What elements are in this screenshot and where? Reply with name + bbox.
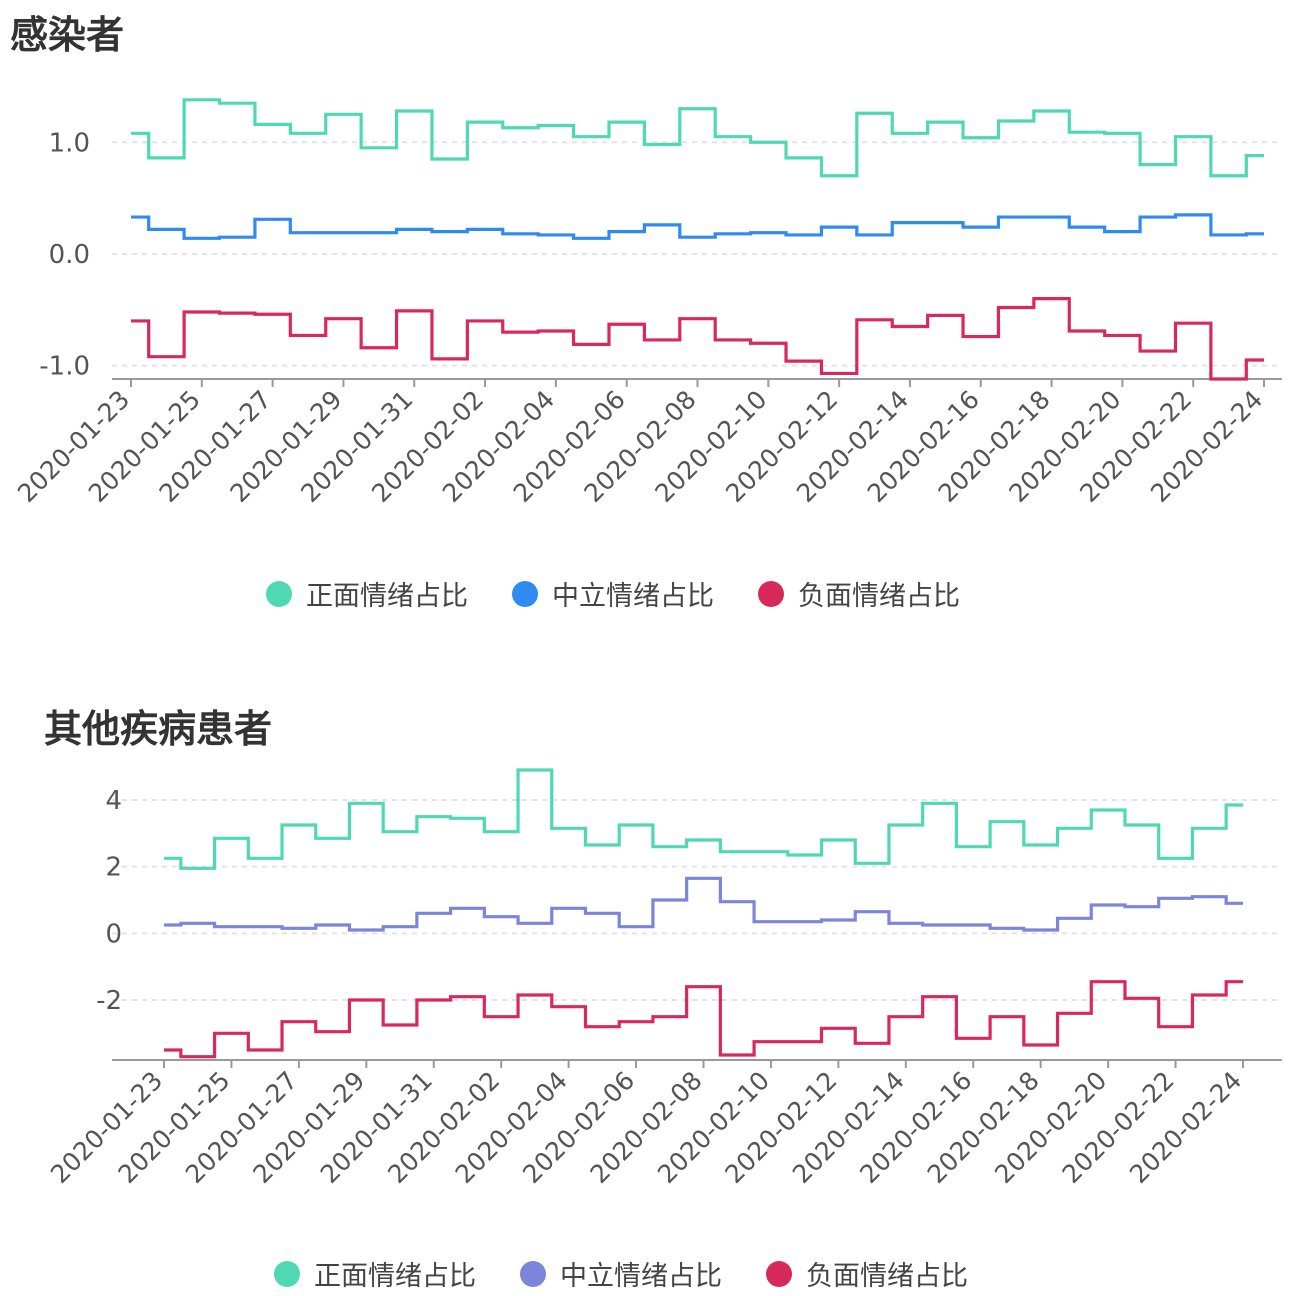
- y-tick-label: 0: [105, 919, 122, 949]
- series-line[interactable]: [131, 296, 1264, 381]
- legend-marker: [520, 1260, 546, 1287]
- legend-item-neutral[interactable]: 中立情绪占比: [512, 574, 714, 613]
- chart-plot: 1.00.0-1.02020-01-232020-01-252020-01-27…: [12, 98, 1282, 508]
- chart-legend: 正面情绪占比 中立情绪占比 负面情绪占比: [274, 1254, 1012, 1293]
- y-tick-label: -2: [96, 986, 122, 1016]
- series-line[interactable]: [131, 213, 1264, 240]
- legend-label: 负面情绪占比: [798, 581, 960, 612]
- y-tick-label: 0.0: [49, 240, 90, 270]
- legend-marker: [274, 1260, 300, 1287]
- legend-marker: [266, 580, 292, 607]
- series-line[interactable]: [164, 768, 1243, 870]
- y-tick-label: 2: [105, 853, 122, 883]
- legend-label: 正面情绪占比: [306, 581, 468, 612]
- chart-title: 其他疾病患者: [44, 707, 273, 751]
- legend-marker: [766, 1260, 792, 1287]
- y-tick-label: -1.0: [39, 352, 90, 382]
- series-line[interactable]: [164, 876, 1243, 932]
- y-tick-label: 4: [105, 786, 122, 816]
- legend-marker: [512, 580, 538, 607]
- series-line[interactable]: [164, 980, 1243, 1059]
- chart-plot: 420-22020-01-232020-01-252020-01-272020-…: [45, 768, 1282, 1189]
- legend-marker: [758, 580, 784, 607]
- legend-item-positive[interactable]: 正面情绪占比: [274, 1254, 476, 1293]
- legend-label: 中立情绪占比: [552, 581, 714, 612]
- series-line[interactable]: [131, 98, 1264, 178]
- chart-legend: 正面情绪占比 中立情绪占比 负面情绪占比: [266, 574, 1004, 613]
- legend-label: 负面情绪占比: [806, 1261, 968, 1292]
- legend-item-positive[interactable]: 正面情绪占比: [266, 574, 468, 613]
- legend-label: 中立情绪占比: [560, 1261, 722, 1292]
- legend-label: 正面情绪占比: [314, 1261, 476, 1292]
- legend-item-negative[interactable]: 负面情绪占比: [766, 1254, 968, 1293]
- legend-item-negative[interactable]: 负面情绪占比: [758, 574, 960, 613]
- y-tick-label: 1.0: [49, 128, 90, 158]
- legend-item-neutral[interactable]: 中立情绪占比: [520, 1254, 722, 1293]
- chart-title: 感染者: [10, 13, 125, 57]
